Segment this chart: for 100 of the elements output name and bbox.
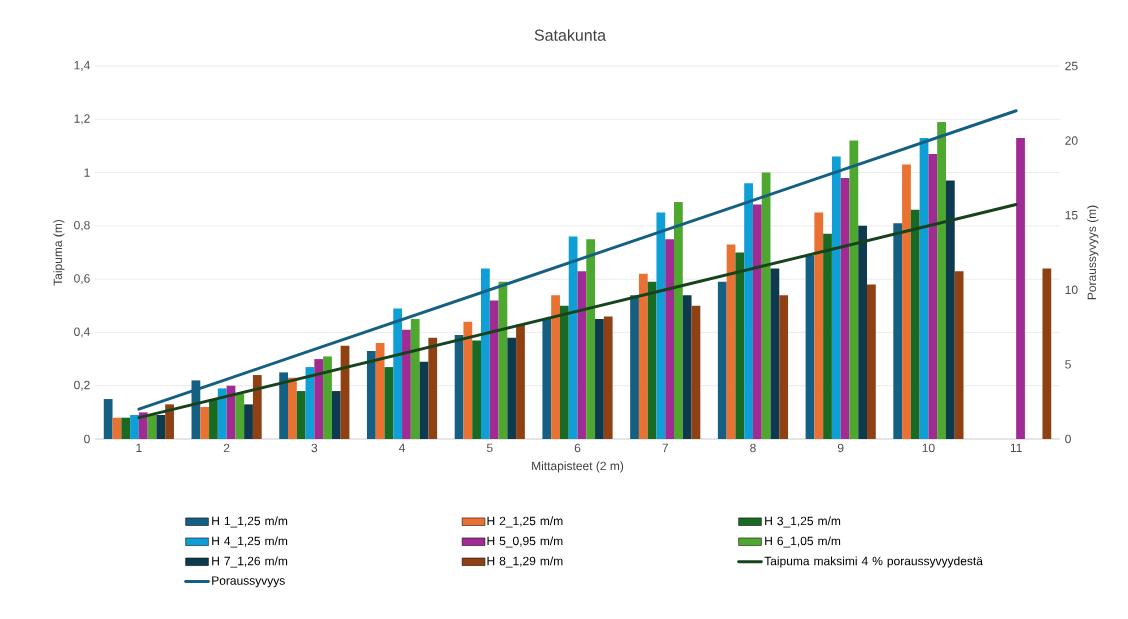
bar (279, 372, 289, 439)
bar (481, 268, 490, 439)
bar (288, 377, 297, 439)
x-tick-label: 10 (922, 443, 935, 453)
y-tick-label: 0 (84, 434, 90, 444)
bar (252, 375, 262, 439)
bar (419, 361, 429, 439)
bar (568, 236, 578, 439)
bar (489, 300, 499, 439)
bar (805, 255, 815, 439)
bar (937, 121, 946, 439)
bar (814, 212, 824, 439)
bar (954, 271, 964, 439)
y2-axis-title: Poraussyvyys (m) (1087, 205, 1099, 300)
legend-label: H 3_1,25 m/m (765, 516, 841, 528)
x-tick-label: 4 (398, 443, 406, 452)
bar (209, 399, 218, 439)
legend-label: Taipuma maksimi 4 % poraussyvyydestä (764, 556, 983, 568)
bar (384, 367, 394, 439)
bar (235, 393, 245, 439)
bar (1016, 137, 1025, 439)
legend-label: Poraussyvyys (212, 576, 285, 588)
bar (402, 329, 411, 439)
x-tick-label: 6 (574, 443, 581, 453)
bar (1042, 268, 1052, 439)
y-axis-title: Taipuma (m) (53, 219, 65, 286)
x-tick-label: 2 (223, 443, 230, 453)
x-tick-label: 3 (311, 443, 318, 453)
x-tick-label: 8 (750, 443, 756, 453)
bar (507, 337, 517, 439)
y-tick-label: 0,6 (74, 274, 90, 285)
bar (428, 337, 438, 439)
bar (472, 340, 482, 439)
bar (410, 319, 420, 439)
bar (717, 281, 727, 439)
bar (630, 295, 639, 439)
legend-label: H 7_1,26 m/m (212, 556, 288, 568)
bar (831, 156, 841, 439)
x-tick-label: 9 (837, 443, 844, 453)
bar (603, 316, 613, 439)
bar (682, 295, 692, 439)
bar (121, 417, 131, 439)
bar (200, 407, 210, 439)
bar (296, 391, 306, 439)
legend-label: H 8_1,29 m/m (487, 556, 563, 568)
bar (902, 164, 911, 439)
bar (551, 295, 560, 439)
bar (674, 201, 683, 439)
bar (244, 404, 253, 439)
bar (910, 209, 920, 439)
y2-tick-label: 20 (1065, 136, 1078, 145)
y-tick-label: 1 (84, 168, 90, 177)
bar (314, 359, 324, 439)
bar (928, 153, 938, 439)
legend-label: H 5_0,95 m/m (487, 536, 563, 548)
bar (752, 204, 762, 439)
y2-tick-label: 0 (1065, 434, 1071, 444)
bar (463, 321, 473, 439)
bar (595, 319, 604, 439)
bar (726, 244, 736, 439)
x-tick-label: 11 (1010, 443, 1022, 452)
bar (331, 391, 341, 439)
y-tick-label: 0,8 (74, 220, 90, 231)
x-tick-label: 7 (662, 443, 668, 452)
legend-label: H 6_1,05 m/m (765, 536, 841, 548)
y-tick-label: 1,2 (74, 114, 90, 125)
bar (761, 172, 771, 439)
y-tick-label: 0,2 (74, 380, 90, 391)
bar (840, 177, 850, 439)
bar (867, 284, 876, 439)
bar (586, 239, 596, 439)
bar (165, 404, 174, 439)
bar (217, 388, 227, 439)
bar (112, 417, 122, 439)
bar (735, 252, 745, 439)
y2-tick-label: 25 (1065, 61, 1078, 71)
x-axis-title: Mittapisteet (2 m) (532, 461, 624, 473)
bar (638, 273, 648, 439)
bar (103, 399, 113, 439)
bar (893, 223, 903, 439)
y2-tick-label: 15 (1065, 211, 1078, 220)
bar (858, 225, 868, 439)
legend-label: H 2_1,25 m/m (487, 516, 563, 528)
bar (577, 271, 587, 439)
bar (770, 268, 780, 439)
bar (945, 180, 955, 439)
x-tick-label: 1 (136, 443, 142, 452)
bar (823, 233, 832, 439)
bar (559, 305, 569, 439)
bar (130, 415, 139, 439)
chart-title: Satakunta (534, 29, 607, 41)
bar (779, 295, 789, 439)
y-tick-label: 1,4 (74, 61, 90, 71)
y-tick-label: 0,4 (74, 327, 90, 338)
bar (393, 308, 403, 439)
legend-label: H 1_1,25 m/m (212, 516, 288, 528)
y2-tick-label: 10 (1065, 285, 1078, 295)
bar (691, 305, 701, 439)
bar (656, 212, 666, 439)
bar (744, 183, 753, 439)
